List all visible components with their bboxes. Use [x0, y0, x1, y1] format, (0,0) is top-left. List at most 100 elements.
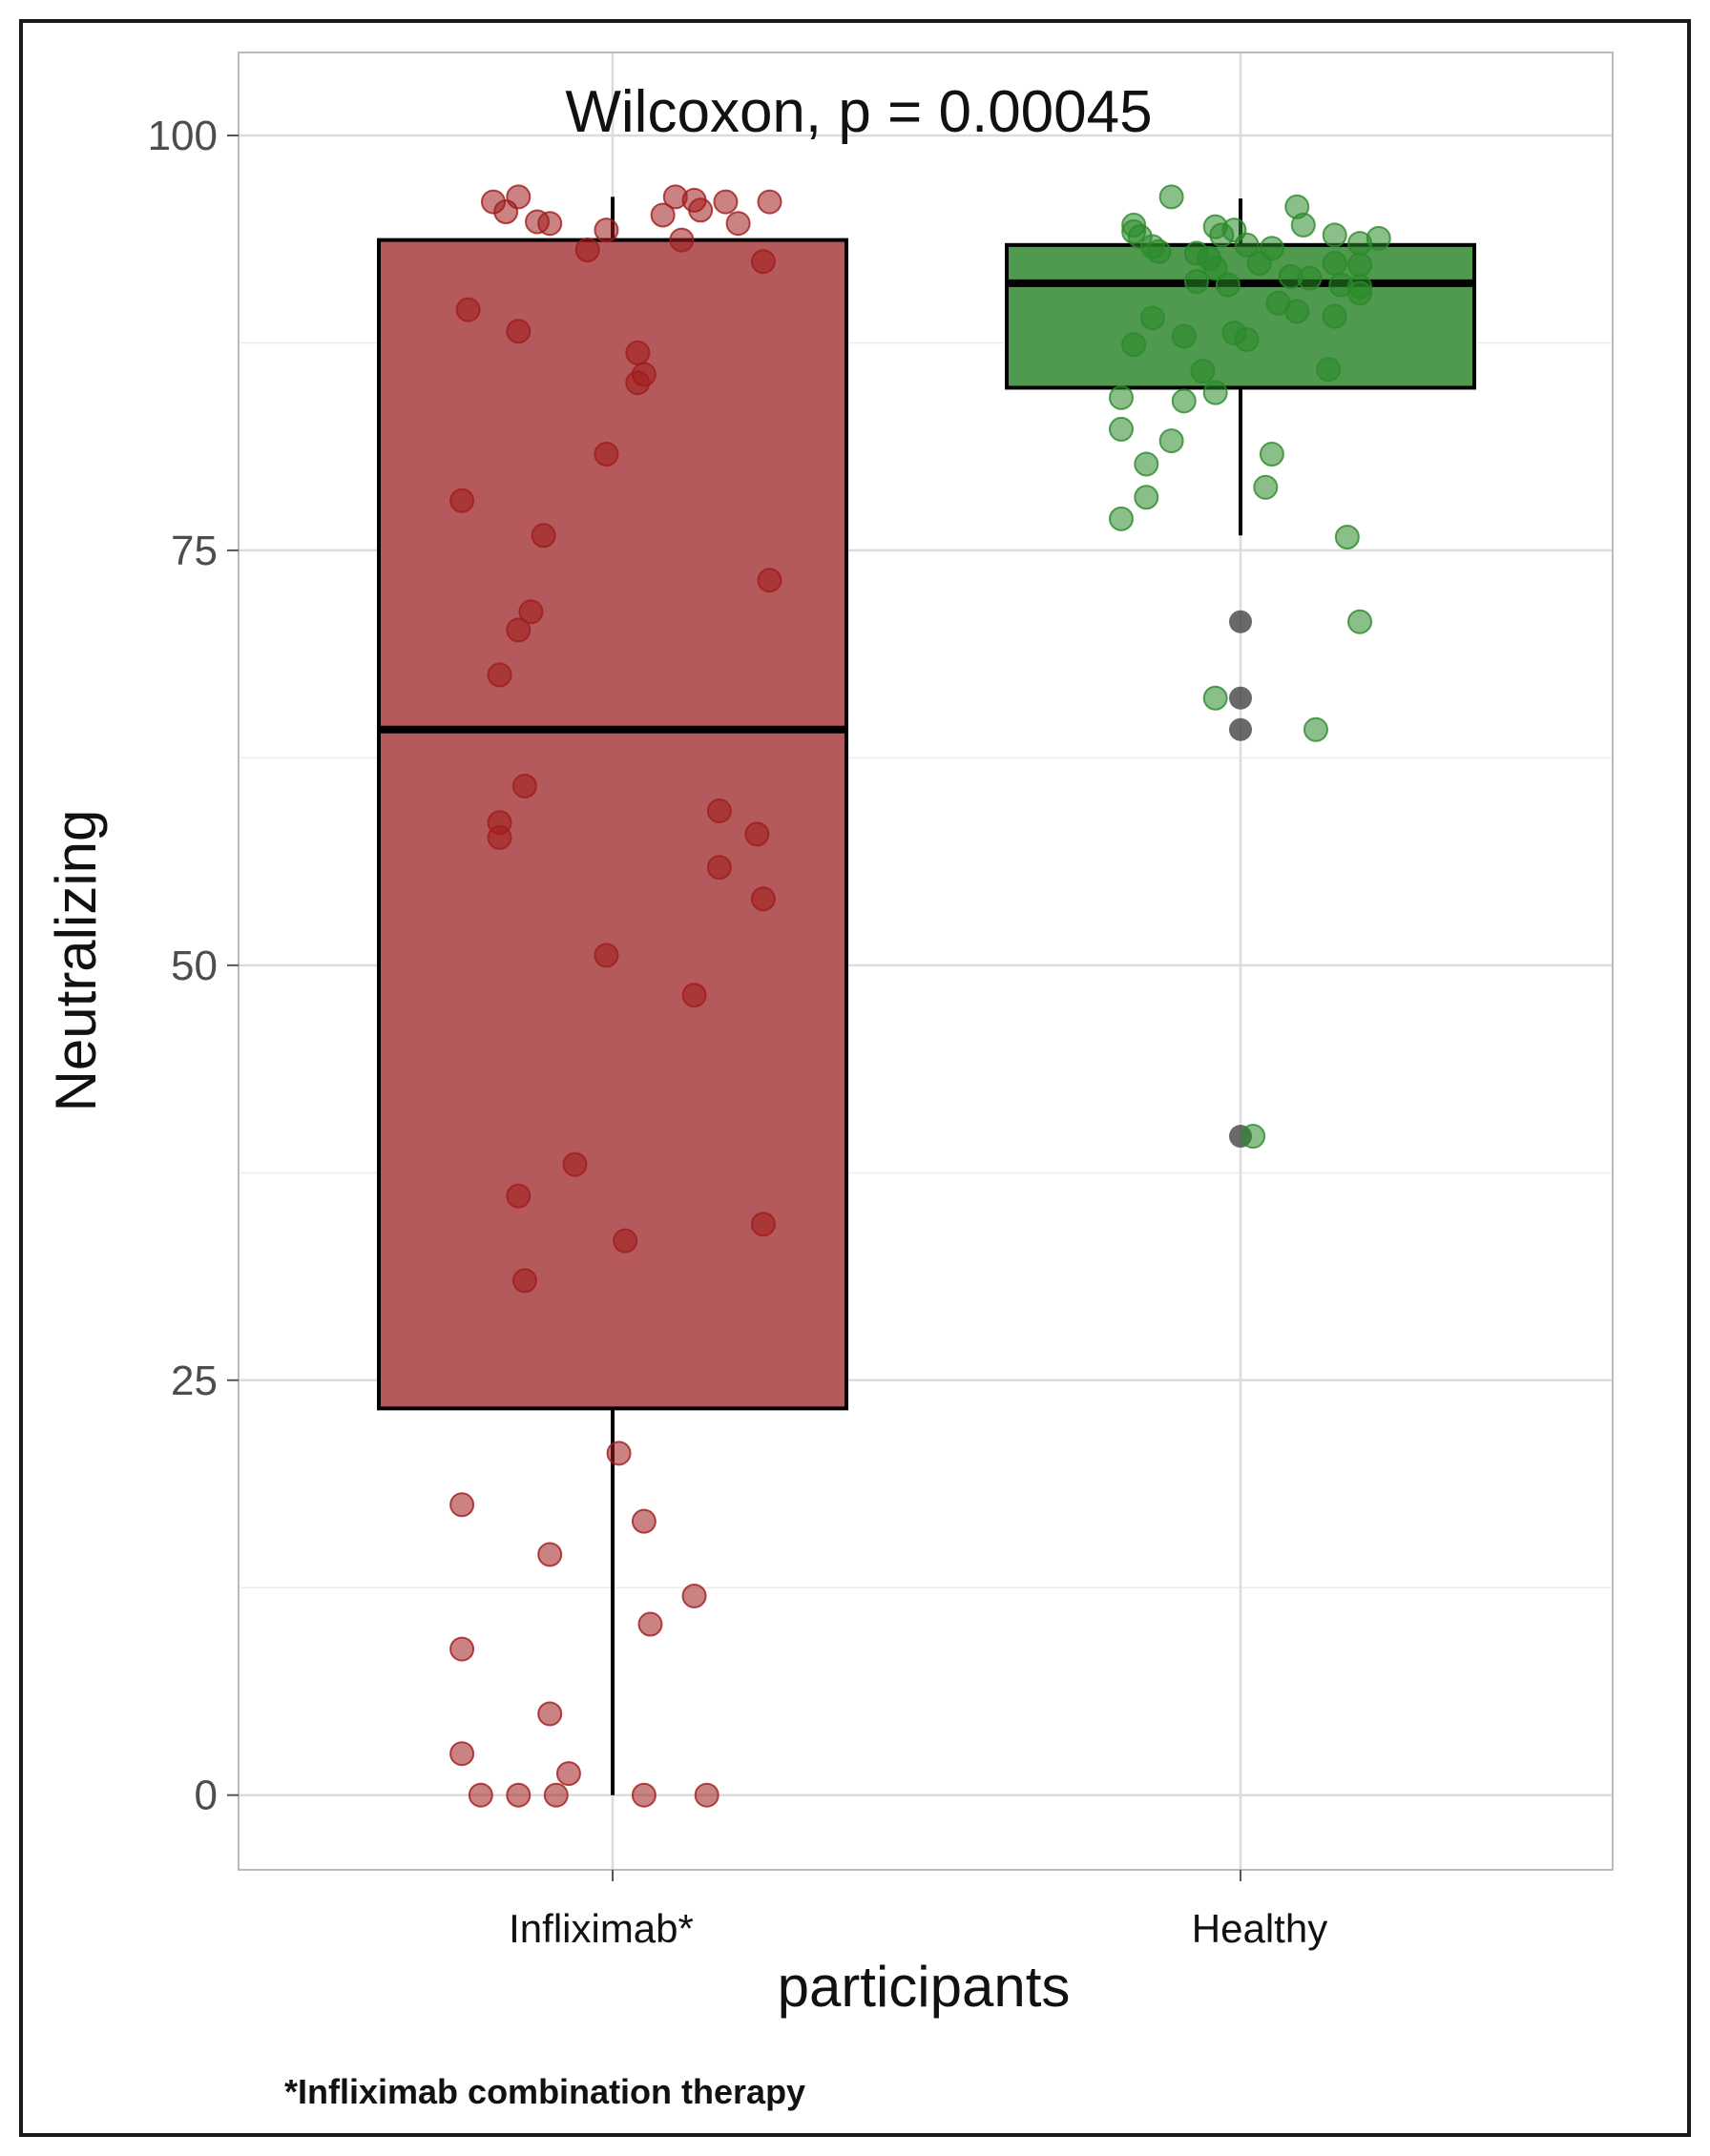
data-point — [669, 227, 695, 253]
figure-frame — [19, 19, 1691, 2137]
data-point — [1347, 609, 1373, 634]
data-point — [1108, 384, 1134, 410]
data-point — [706, 798, 732, 824]
data-point — [1316, 357, 1342, 383]
data-point — [1202, 685, 1228, 711]
y-tick-label: 50 — [171, 943, 218, 989]
data-point — [757, 189, 782, 215]
y-tick-label: 25 — [171, 1358, 218, 1404]
data-point — [1108, 506, 1134, 531]
data-point — [506, 319, 532, 344]
data-point — [637, 1611, 663, 1637]
outlier-point — [1229, 610, 1252, 633]
data-point — [562, 1151, 588, 1177]
panel-border — [238, 52, 1614, 1871]
data-point — [1366, 225, 1391, 251]
data-point — [631, 1508, 657, 1534]
data-point — [1234, 326, 1260, 352]
data-point — [750, 249, 776, 275]
data-point — [1322, 250, 1347, 276]
data-point — [1284, 299, 1310, 324]
box-iqr — [1005, 242, 1476, 390]
data-point — [506, 617, 532, 643]
data-point — [487, 662, 512, 688]
data-points — [449, 184, 1391, 1808]
data-point — [750, 886, 776, 912]
data-point — [1190, 359, 1216, 384]
y-tick-label: 0 — [195, 1772, 218, 1819]
data-point — [750, 1212, 776, 1237]
data-point — [1297, 265, 1323, 291]
data-point — [1202, 214, 1228, 239]
data-point — [1322, 303, 1347, 329]
data-point — [1303, 716, 1328, 742]
data-point — [625, 340, 651, 365]
data-point — [1347, 280, 1373, 306]
data-point — [449, 1636, 475, 1662]
data-point — [1241, 1124, 1266, 1150]
data-point — [506, 1183, 532, 1209]
data-point — [1121, 332, 1147, 358]
data-point — [1134, 485, 1159, 510]
data-point — [1202, 256, 1228, 281]
data-point — [594, 442, 619, 467]
outlier-point — [1229, 717, 1252, 741]
data-point — [1171, 388, 1197, 414]
data-point — [1322, 222, 1347, 248]
data-point — [555, 1761, 581, 1787]
data-point — [1259, 236, 1284, 261]
data-point — [688, 197, 714, 223]
data-point — [449, 1492, 475, 1518]
axes: 0 25 50 75 100 Infliximab* Healthy — [148, 113, 1328, 1951]
data-point — [713, 189, 739, 215]
x-axis-label: participants — [778, 1955, 1071, 2019]
data-point — [511, 1268, 537, 1294]
data-point — [650, 202, 676, 228]
data-point — [1108, 416, 1134, 442]
data-point — [1290, 212, 1316, 238]
data-point — [594, 943, 619, 968]
chart-title: Wilcoxon, p = 0.00045 — [565, 79, 1152, 145]
data-point — [1183, 269, 1209, 295]
y-axis-label: Neutralizing — [44, 810, 108, 1112]
boxes — [377, 197, 1476, 1795]
data-point — [1347, 252, 1373, 278]
data-point — [1234, 232, 1260, 258]
outlier-point — [1229, 686, 1252, 710]
data-point — [468, 1782, 493, 1808]
data-point — [681, 983, 707, 1008]
data-point — [537, 1701, 563, 1727]
x-tick-label: Healthy — [1192, 1906, 1327, 1951]
data-point — [511, 773, 537, 798]
data-point — [706, 855, 732, 881]
data-point — [1334, 525, 1360, 549]
data-point — [1134, 451, 1159, 477]
data-point — [1202, 380, 1228, 405]
data-point — [1215, 272, 1241, 298]
data-point — [1171, 323, 1197, 349]
y-tick-label: 75 — [171, 528, 218, 574]
data-point — [1139, 305, 1165, 331]
footnote: *Infliximab combination therapy — [284, 2072, 806, 2111]
data-point — [744, 821, 770, 847]
data-point — [1158, 428, 1184, 454]
y-tick-label: 100 — [148, 113, 218, 159]
data-point — [506, 1782, 532, 1808]
data-point — [613, 1228, 638, 1254]
data-point — [543, 1782, 569, 1808]
data-point — [725, 211, 751, 237]
data-point — [594, 218, 619, 243]
data-point — [694, 1782, 719, 1808]
data-point — [631, 1782, 657, 1808]
data-point — [531, 523, 556, 549]
x-tick-label: Infliximab* — [509, 1906, 694, 1951]
data-point — [493, 199, 519, 225]
data-point — [574, 238, 600, 263]
data-point — [487, 824, 512, 850]
box-infliximab — [377, 197, 848, 1795]
data-point — [625, 370, 651, 396]
data-point — [1253, 474, 1279, 500]
data-point — [1259, 442, 1284, 467]
data-point — [757, 568, 782, 593]
